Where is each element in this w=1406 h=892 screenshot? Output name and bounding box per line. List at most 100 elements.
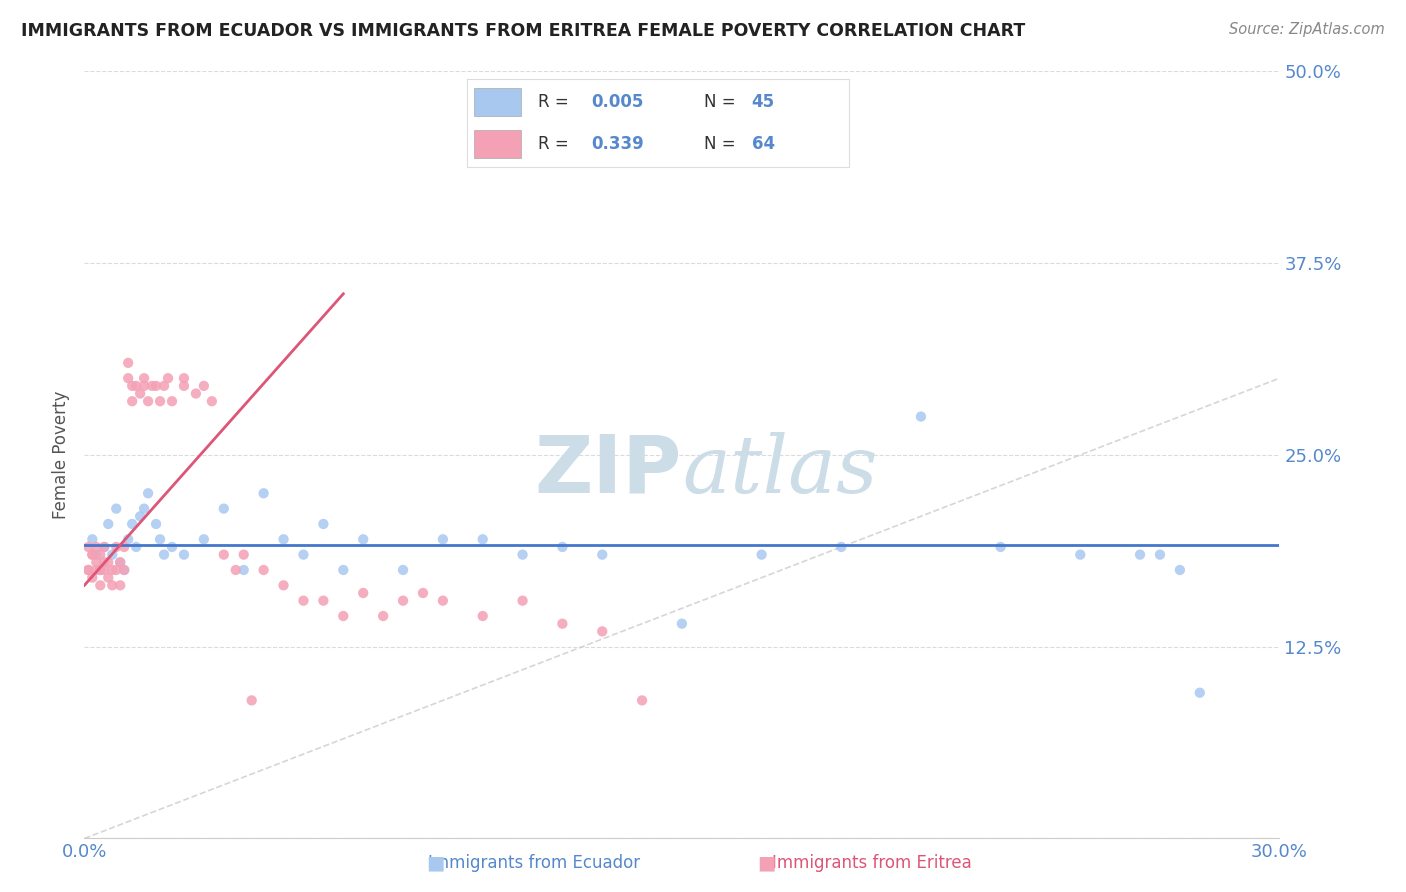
Point: [471, 533, 494, 547]
Point: [77, 563, 100, 577]
Point: [97, 555, 120, 569]
Point: [93, 563, 115, 577]
Point: [82, 533, 104, 547]
Point: [432, 533, 454, 547]
Point: [93, 555, 115, 569]
Text: ■: ■: [426, 854, 446, 872]
Point: [101, 563, 124, 577]
Point: [1149, 548, 1171, 562]
Point: [89, 578, 111, 592]
Point: [352, 533, 374, 547]
Point: [232, 563, 254, 577]
Point: [89, 563, 111, 577]
Point: [232, 548, 254, 562]
Point: [86, 548, 108, 562]
Point: [332, 563, 354, 577]
Point: [512, 548, 534, 562]
Point: [292, 548, 315, 562]
Point: [105, 501, 128, 516]
Point: [117, 371, 139, 385]
Point: [990, 540, 1012, 554]
Point: [105, 540, 128, 554]
Point: [149, 533, 172, 547]
Point: [591, 548, 613, 562]
Point: [132, 501, 156, 516]
Point: [117, 533, 139, 547]
Point: [110, 555, 132, 569]
Point: [97, 516, 120, 531]
Point: [631, 693, 654, 707]
Point: [77, 563, 100, 577]
Point: [512, 593, 534, 607]
Point: [132, 371, 156, 385]
Point: [153, 548, 176, 562]
Point: [471, 609, 494, 624]
Point: [129, 509, 152, 524]
Point: [240, 693, 263, 707]
Point: [112, 563, 135, 577]
Point: [212, 501, 235, 516]
Point: [86, 563, 108, 577]
Point: [110, 578, 132, 592]
Point: [121, 394, 143, 409]
Point: [292, 593, 315, 607]
Point: [751, 548, 773, 562]
Point: [212, 548, 235, 562]
Point: [117, 356, 139, 370]
Text: Immigrants from Ecuador: Immigrants from Ecuador: [429, 855, 640, 872]
Text: IMMIGRANTS FROM ECUADOR VS IMMIGRANTS FROM ERITREA FEMALE POVERTY CORRELATION CH: IMMIGRANTS FROM ECUADOR VS IMMIGRANTS FR…: [21, 22, 1025, 40]
Point: [93, 540, 115, 554]
Point: [160, 540, 183, 554]
Point: [1129, 548, 1152, 562]
Point: [97, 571, 120, 585]
Point: [86, 540, 108, 554]
Point: [77, 540, 100, 554]
Point: [432, 593, 454, 607]
Point: [141, 379, 163, 393]
Point: [173, 371, 195, 385]
Point: [392, 563, 415, 577]
Point: [830, 540, 852, 554]
Point: [101, 548, 124, 562]
Point: [82, 571, 104, 585]
Point: [392, 593, 415, 607]
Point: [112, 563, 135, 577]
Point: [110, 555, 132, 569]
Point: [121, 379, 143, 393]
Point: [312, 516, 335, 531]
Point: [225, 563, 247, 577]
Point: [105, 563, 128, 577]
Point: [253, 563, 276, 577]
Point: [89, 563, 111, 577]
Point: [153, 379, 176, 393]
Text: ■: ■: [756, 854, 776, 872]
Text: atlas: atlas: [682, 432, 877, 509]
Point: [201, 394, 224, 409]
Point: [1168, 563, 1191, 577]
Point: [132, 379, 156, 393]
Point: [332, 609, 354, 624]
Point: [136, 486, 159, 500]
Point: [671, 616, 693, 631]
Point: [591, 624, 613, 639]
Y-axis label: Female Poverty: Female Poverty: [52, 391, 70, 519]
Text: ZIP: ZIP: [534, 431, 682, 509]
Point: [101, 578, 124, 592]
Point: [93, 540, 115, 554]
Point: [273, 578, 295, 592]
Point: [149, 394, 172, 409]
Point: [1188, 686, 1211, 700]
Point: [184, 386, 207, 401]
Point: [160, 394, 183, 409]
Point: [125, 379, 148, 393]
Point: [129, 386, 152, 401]
Point: [82, 548, 104, 562]
Point: [145, 516, 167, 531]
Text: Source: ZipAtlas.com: Source: ZipAtlas.com: [1229, 22, 1385, 37]
Point: [121, 516, 143, 531]
Point: [173, 548, 195, 562]
Point: [273, 533, 295, 547]
Point: [312, 593, 335, 607]
Point: [145, 379, 167, 393]
Point: [1069, 548, 1091, 562]
